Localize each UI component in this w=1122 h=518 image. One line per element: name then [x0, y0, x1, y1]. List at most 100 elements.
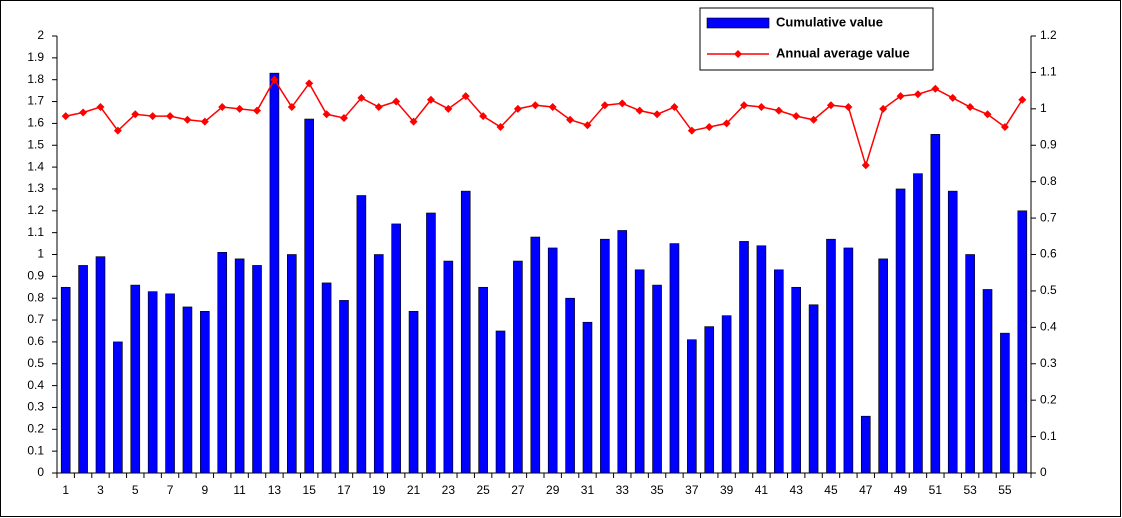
bar [739, 241, 749, 474]
legend-marker [734, 50, 742, 58]
point [896, 92, 905, 101]
y-tick-label: 1.2 [27, 203, 44, 217]
x-tick-label: 49 [894, 483, 908, 497]
x-tick-label: 17 [337, 483, 351, 497]
point [983, 110, 992, 119]
point [1000, 123, 1009, 132]
point [374, 103, 383, 112]
legend-label: Annual average value [776, 45, 910, 60]
point [131, 110, 140, 119]
point [461, 92, 470, 101]
x-tick-label: 45 [824, 483, 838, 497]
point [218, 103, 227, 112]
x-tick-label: 39 [720, 483, 734, 497]
x-tick-label: 19 [372, 483, 386, 497]
x-tick-label: 27 [511, 483, 525, 497]
point [513, 104, 522, 113]
bar [1017, 210, 1028, 474]
bar [808, 304, 819, 474]
bar [652, 284, 662, 474]
point [148, 112, 157, 121]
point [844, 103, 853, 112]
bar [304, 118, 314, 474]
y2-tick-label: 0.4 [1040, 320, 1057, 334]
bar [600, 238, 610, 474]
bar [200, 311, 210, 474]
point [618, 99, 627, 108]
y-tick-label: 1.6 [27, 116, 44, 130]
y2-tick-label: 0.5 [1040, 283, 1057, 297]
bar [617, 230, 628, 474]
x-tick-label: 23 [442, 483, 456, 497]
y-tick-label: 1.1 [27, 225, 44, 239]
point [183, 115, 192, 124]
y-tick-label: 0.9 [27, 269, 44, 283]
bar [234, 258, 245, 474]
bar [756, 245, 767, 474]
bar [669, 243, 680, 474]
x-tick-label: 13 [268, 483, 282, 497]
y2-tick-label: 0.7 [1040, 210, 1057, 224]
bar [321, 282, 332, 474]
x-tick-label: 51 [929, 483, 943, 497]
x-tick-label: 15 [303, 483, 317, 497]
point [913, 90, 922, 99]
y-tick-label: 1.9 [27, 50, 44, 64]
point [583, 121, 592, 130]
point [653, 110, 662, 119]
bar [426, 212, 436, 474]
x-tick-label: 9 [201, 483, 208, 497]
point [687, 126, 696, 135]
bar [373, 254, 384, 474]
bar [565, 297, 575, 474]
point [339, 113, 348, 122]
y-tick-label: 1.3 [27, 181, 44, 195]
point [305, 79, 314, 88]
x-tick-label: 31 [581, 483, 595, 497]
x-tick-label: 5 [132, 483, 139, 497]
bar [547, 247, 558, 474]
x-tick-label: 35 [650, 483, 664, 497]
bar [687, 339, 697, 474]
bar [513, 260, 523, 474]
point [966, 103, 975, 112]
bar [443, 260, 454, 474]
bar [182, 306, 193, 474]
point [740, 101, 749, 110]
y2-tick-label: 0.1 [1040, 429, 1057, 443]
point [705, 123, 714, 132]
point [600, 101, 609, 110]
point [426, 95, 435, 104]
x-tick-label: 3 [97, 483, 104, 497]
bar [634, 269, 645, 474]
point [200, 117, 209, 126]
point [409, 117, 418, 126]
y2-tick-label: 1.1 [1040, 65, 1057, 79]
point [722, 119, 731, 128]
x-tick-label: 41 [755, 483, 769, 497]
bar [78, 265, 88, 474]
y2-tick-label: 0 [1040, 465, 1047, 479]
point [861, 161, 870, 170]
bar [913, 173, 923, 474]
bar [408, 311, 419, 474]
point [531, 101, 540, 110]
point [635, 106, 644, 115]
y-tick-label: 2 [37, 28, 44, 42]
x-tick-label: 55 [998, 483, 1012, 497]
point [1018, 95, 1027, 104]
point [670, 103, 679, 112]
bar [878, 258, 888, 474]
y2-tick-label: 1 [1040, 101, 1047, 115]
bar [530, 236, 541, 474]
bar [947, 190, 958, 474]
bar [930, 134, 941, 474]
y-tick-label: 0.2 [27, 421, 44, 435]
bar [95, 256, 106, 474]
y-tick-label: 0.8 [27, 290, 44, 304]
point [96, 103, 105, 112]
y-tick-label: 1 [37, 247, 44, 261]
y-tick-label: 0.5 [27, 356, 44, 370]
bar [165, 293, 175, 474]
x-tick-label: 47 [859, 483, 873, 497]
